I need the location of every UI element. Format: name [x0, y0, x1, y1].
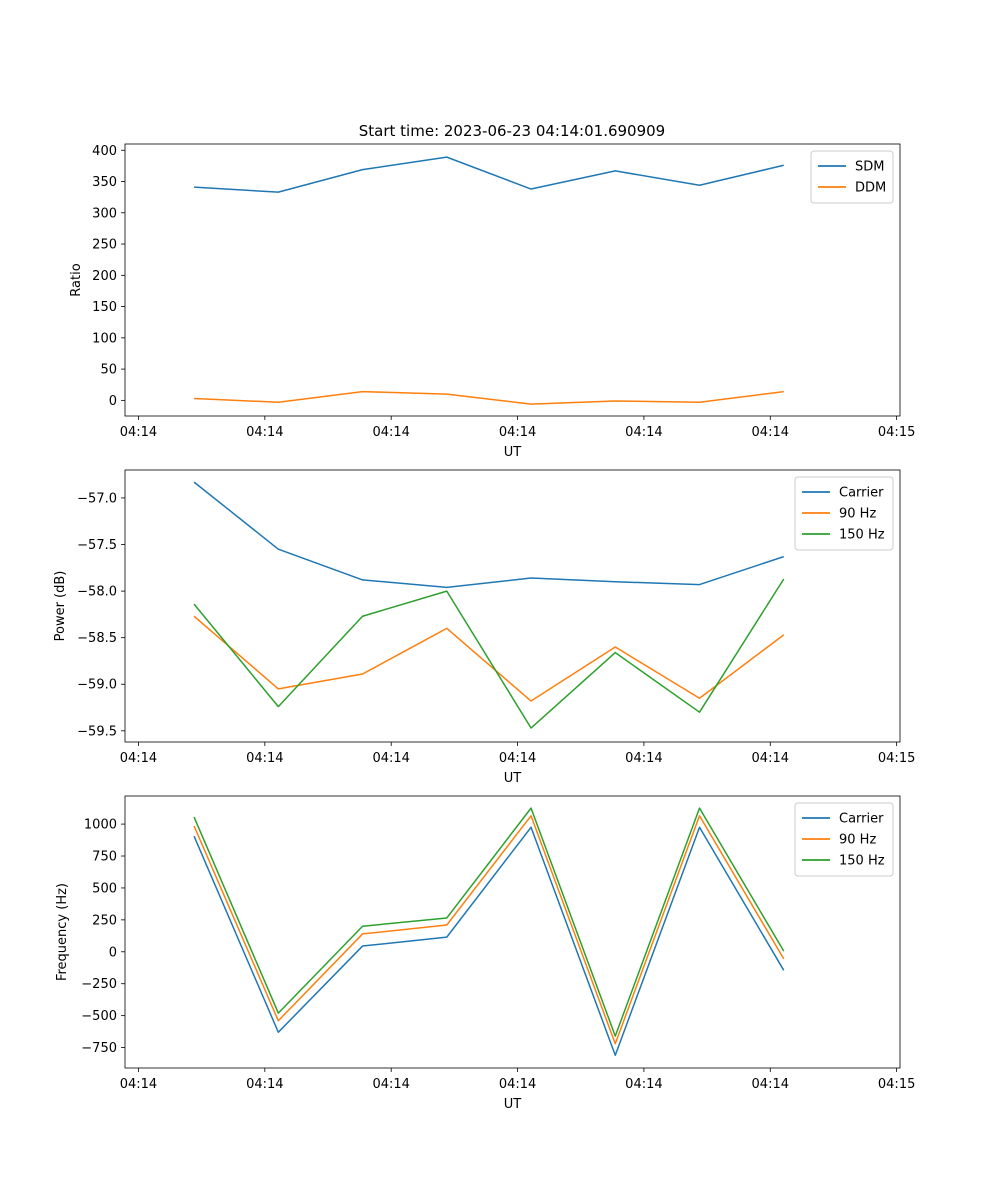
x-tick-label: 04:15 [878, 1077, 915, 1092]
y-tick-label: −58.5 [77, 631, 117, 646]
legend-label-ddm: DDM [855, 181, 886, 196]
y-tick-label: −57.0 [77, 491, 117, 506]
x-tick-label: 04:14 [625, 751, 662, 766]
legend-box [794, 802, 894, 877]
y-tick-label: 250 [92, 238, 117, 253]
legend-label-90hz: 90 Hz [839, 507, 876, 522]
y-tick-label: 0 [109, 394, 117, 409]
x-tick-label: 04:14 [120, 1077, 157, 1092]
y-tick-label: −59.5 [77, 724, 117, 739]
y-axis-label: Ratio [69, 263, 84, 296]
series-line-150hz [193, 578, 785, 729]
x-tick-label: 04:14 [120, 425, 157, 440]
legend-label-90hz: 90 Hz [839, 833, 876, 848]
x-tick-label: 04:14 [120, 751, 157, 766]
x-axis-label: UT [504, 771, 522, 786]
legend: Carrier 90 Hz 150 Hz [794, 476, 894, 551]
axes-frame [124, 469, 901, 743]
x-tick-label: 04:14 [372, 1077, 409, 1092]
y-tick-label: 1000 [84, 818, 117, 833]
legend-label-150hz: 150 Hz [839, 854, 885, 869]
y-tick-label: −57.5 [77, 538, 117, 553]
series-line-carrier [193, 826, 785, 1056]
series-line-sdm [194, 156, 784, 193]
legend: Carrier 90 Hz 150 Hz [794, 802, 894, 877]
y-tick-label: −58.0 [77, 585, 117, 600]
legend-label-sdm: SDM [855, 160, 884, 175]
legend-label-carrier: Carrier [839, 812, 884, 827]
x-tick-label: 04:14 [752, 751, 789, 766]
y-axis-label: Frequency (Hz) [55, 883, 70, 981]
y-tick-label: 350 [92, 175, 117, 190]
y-tick-label: 400 [92, 144, 117, 159]
series-line-ddm [194, 390, 784, 405]
x-tick-label: 04:15 [878, 425, 915, 440]
y-tick-label: 500 [92, 881, 117, 896]
x-tick-label: 04:14 [246, 1077, 283, 1092]
chart-panel-3: 04:14 04:14 04:14 04:14 04:14 04:14 04:15 −750 −… [55, 795, 915, 1112]
x-tick-label: 04:15 [878, 751, 915, 766]
axes-frame [124, 795, 901, 1069]
y-tick-label: −500 [81, 1009, 117, 1024]
x-tick-label: 04:14 [499, 425, 536, 440]
x-axis-label: UT [504, 445, 522, 460]
x-tick-label: 04:14 [499, 751, 536, 766]
y-tick-label: −750 [81, 1041, 117, 1056]
x-tick-label: 04:14 [752, 425, 789, 440]
x-tick-label: 04:14 [246, 425, 283, 440]
y-tick-label: 750 [92, 850, 117, 865]
x-tick-label: 04:14 [246, 751, 283, 766]
x-tick-label: 04:14 [752, 1077, 789, 1092]
legend: SDM DDM [810, 150, 894, 204]
x-tick-label: 04:14 [499, 1077, 536, 1092]
chart-panel-2: 04:14 04:14 04:14 04:14 04:14 04:14 04:15 −59.5… [53, 469, 915, 786]
x-tick-label: 04:14 [625, 1077, 662, 1092]
x-tick-label: 04:14 [625, 425, 662, 440]
x-tick-label: 04:14 [372, 751, 409, 766]
y-tick-label: 0 [109, 945, 117, 960]
y-tick-label: 200 [92, 269, 117, 284]
series-line-90hz [193, 615, 785, 702]
y-tick-label: 150 [92, 300, 117, 315]
x-axis-label: UT [504, 1097, 522, 1112]
y-tick-label: 100 [92, 331, 117, 346]
series-line-90hz [193, 815, 785, 1045]
legend-box [810, 150, 894, 204]
legend-label-carrier: Carrier [839, 486, 884, 501]
chart-panel-1: 04:14 04:14 04:14 04:14 04:14 04:14 04:15 0 50 10… [69, 143, 915, 460]
y-axis-label: Power (dB) [53, 571, 68, 642]
series-line-carrier [193, 481, 784, 589]
axes-frame [124, 143, 901, 417]
x-tick-label: 04:14 [372, 425, 409, 440]
y-tick-label: 250 [92, 913, 117, 928]
y-tick-label: −250 [81, 977, 117, 992]
legend-label-150hz: 150 Hz [839, 528, 885, 543]
y-tick-label: 300 [92, 206, 117, 221]
y-tick-label: −59.0 [77, 678, 117, 693]
figure-title: Start time: 2023-06-23 04:14:01.690909 [359, 122, 665, 140]
series-line-150hz [193, 807, 785, 1037]
y-tick-label: 50 [100, 363, 117, 378]
legend-box [794, 476, 894, 551]
